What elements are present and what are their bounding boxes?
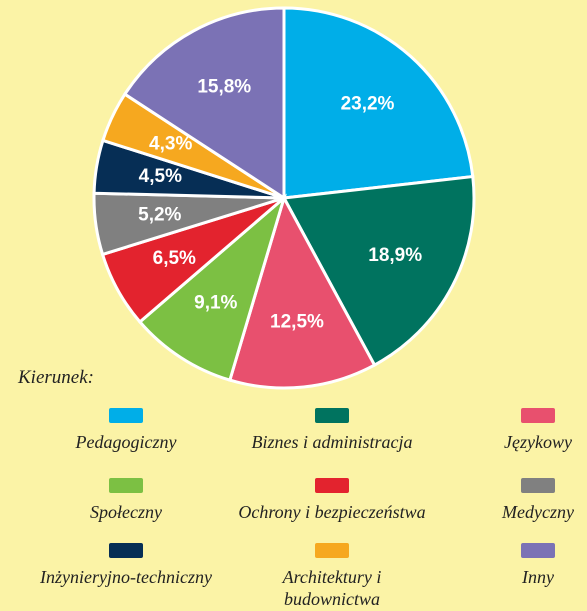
legend-label: Społeczny — [90, 502, 162, 522]
legend-item: Społeczny — [26, 478, 226, 523]
slice-label: 18,9% — [368, 245, 422, 266]
legend-item: Biznes i administracja — [232, 408, 432, 453]
legend-swatch — [315, 408, 349, 423]
pie-slice — [227, 194, 377, 390]
legend-item: Inżynieryjno-techniczny — [26, 543, 226, 588]
legend-item: Pedagogiczny — [26, 408, 226, 453]
legend-swatch — [315, 478, 349, 493]
legend-swatch — [521, 408, 555, 423]
pie-slice — [137, 193, 287, 382]
legend-label: Językowy — [504, 432, 572, 452]
legend-swatch — [521, 543, 555, 558]
pie-slice — [281, 174, 476, 368]
slice-label: 6,5% — [153, 248, 196, 269]
legend-swatch — [109, 543, 143, 558]
legend-label: Pedagogiczny — [75, 432, 177, 452]
legend-label: Medyczny — [502, 502, 574, 522]
pie-slice — [122, 6, 286, 201]
legend-label: Biznes i administracja — [251, 432, 413, 452]
legend-swatch — [109, 478, 143, 493]
legend-swatch — [521, 478, 555, 493]
legend-label: Ochrony i bezpieczeństwa — [238, 502, 426, 522]
pie-slice — [282, 6, 475, 200]
slice-label: 5,2% — [138, 204, 181, 225]
legend-item: Ochrony i bezpieczeństwa — [232, 478, 432, 523]
legend-swatch — [109, 408, 143, 423]
legend-label: Inny — [522, 567, 554, 587]
legend-swatch — [315, 543, 349, 558]
legend-item: Medyczny — [438, 478, 587, 523]
slice-label: 15,8% — [197, 77, 251, 98]
slice-label: 12,5% — [270, 312, 324, 333]
legend-item: Językowy — [438, 408, 587, 453]
slice-label: 23,2% — [341, 93, 395, 114]
slice-label: 4,5% — [139, 166, 182, 187]
legend-item: Architektury i budownictwa — [232, 543, 432, 610]
legend-item: Inny — [438, 543, 587, 588]
legend-label: Architektury i budownictwa — [282, 567, 382, 609]
legend-title: Kierunek: — [18, 367, 94, 388]
slice-label: 9,1% — [194, 292, 237, 313]
legend-label: Inżynieryjno-techniczny — [40, 567, 212, 587]
slice-label: 4,3% — [149, 133, 192, 154]
